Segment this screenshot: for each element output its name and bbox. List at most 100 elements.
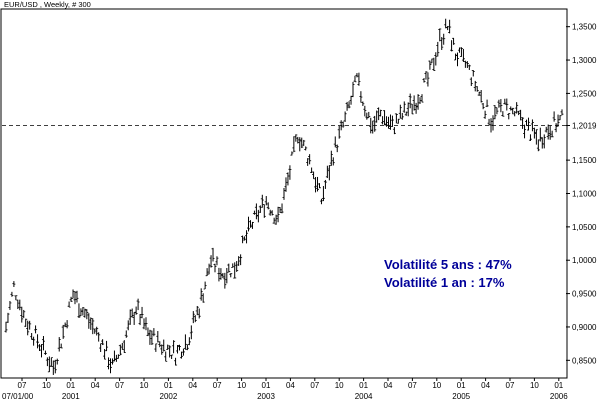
y-tick-label: 1,3500 — [572, 23, 597, 32]
price-bar — [93, 328, 97, 334]
price-bar — [61, 324, 65, 339]
price-bar — [252, 210, 256, 215]
price-bar — [343, 111, 347, 122]
price-bar — [89, 317, 93, 330]
price-bar — [383, 110, 387, 126]
price-bar — [225, 267, 229, 284]
price-bar — [209, 255, 213, 268]
price-bar — [250, 221, 254, 229]
price-bar — [197, 308, 201, 319]
price-bar — [398, 104, 402, 119]
price-bar — [450, 40, 454, 52]
price-bar — [122, 340, 126, 353]
x-tick-label: 07 — [408, 381, 417, 390]
price-bar — [329, 150, 333, 166]
price-bar — [272, 217, 276, 224]
price-bar — [118, 344, 122, 356]
price-bar — [136, 298, 140, 311]
price-bar — [150, 330, 154, 345]
price-bar — [233, 262, 237, 279]
price-bar — [457, 47, 461, 53]
price-bar — [142, 318, 146, 330]
price-bar — [59, 343, 63, 349]
price-bar — [513, 111, 517, 117]
price-bar — [268, 209, 272, 216]
price-bar — [227, 263, 231, 273]
price-bar — [381, 116, 385, 125]
price-bar — [45, 357, 49, 367]
price-bar — [365, 112, 369, 120]
price-bar — [116, 354, 120, 359]
price-bar — [67, 301, 71, 308]
price-bar — [465, 61, 469, 68]
price-bar — [160, 344, 164, 355]
price-bar — [63, 322, 67, 328]
price-bar — [304, 146, 308, 151]
price-bar — [481, 103, 485, 110]
price-bar — [99, 343, 103, 352]
price-bar — [430, 58, 434, 64]
price-bar — [493, 105, 497, 120]
price-bar — [386, 116, 390, 129]
price-bar — [205, 268, 209, 277]
price-bar — [207, 263, 211, 275]
price-bar — [288, 165, 292, 180]
price-bar — [172, 340, 176, 354]
price-bar — [241, 235, 245, 244]
y-tick-label: 0,8500 — [572, 356, 597, 365]
price-bar — [22, 309, 26, 318]
price-bar — [183, 334, 187, 350]
x-tick-label: 01 — [66, 381, 75, 390]
price-bar — [26, 320, 30, 336]
price-bar — [14, 295, 18, 301]
price-bar — [6, 312, 10, 323]
price-bar — [426, 72, 430, 87]
price-bar — [323, 179, 327, 189]
x-year-label: 2004 — [355, 392, 373, 401]
price-bar — [525, 119, 529, 127]
chart-title: EUR/USD , Weekly, # 300 — [4, 0, 91, 9]
price-bar — [266, 202, 270, 210]
price-bar — [292, 136, 296, 153]
price-bar — [546, 124, 550, 140]
price-bar — [400, 112, 404, 120]
x-tick-label: 04 — [481, 381, 490, 390]
y-tick-label: 0,9500 — [572, 290, 597, 299]
price-bar — [357, 72, 361, 86]
x-tick-label: 07 — [18, 381, 27, 390]
price-bar — [148, 329, 152, 345]
y-tick-label: 1,3000 — [572, 56, 597, 65]
price-bar — [333, 136, 337, 148]
price-bar — [491, 115, 495, 131]
price-bar — [85, 309, 89, 320]
price-bar — [108, 358, 112, 374]
price-bar — [446, 25, 450, 31]
price-bar — [355, 73, 359, 78]
y-tick-label: 1,2019 — [572, 122, 597, 131]
price-bar — [542, 134, 546, 149]
price-bar — [138, 314, 142, 326]
price-bar — [18, 299, 22, 311]
x-tick-label: 01 — [262, 381, 271, 390]
price-bar — [107, 357, 111, 370]
price-bar — [164, 351, 168, 362]
price-bar — [156, 331, 160, 343]
price-bar — [308, 154, 312, 165]
price-bar — [325, 165, 329, 179]
x-tick-label: 10 — [237, 381, 246, 390]
price-bar — [294, 134, 298, 142]
x-tick-label: 10 — [140, 381, 149, 390]
price-bar — [134, 306, 138, 315]
price-bar — [132, 312, 136, 325]
price-bar — [237, 256, 241, 266]
price-bar — [38, 344, 42, 351]
price-bar — [28, 320, 32, 330]
price-bar — [91, 318, 95, 335]
price-bar — [71, 289, 75, 299]
price-bar — [509, 106, 513, 111]
price-bar — [73, 291, 77, 305]
price-bar — [158, 341, 162, 348]
price-bar — [39, 344, 43, 358]
price-bar — [53, 359, 57, 374]
